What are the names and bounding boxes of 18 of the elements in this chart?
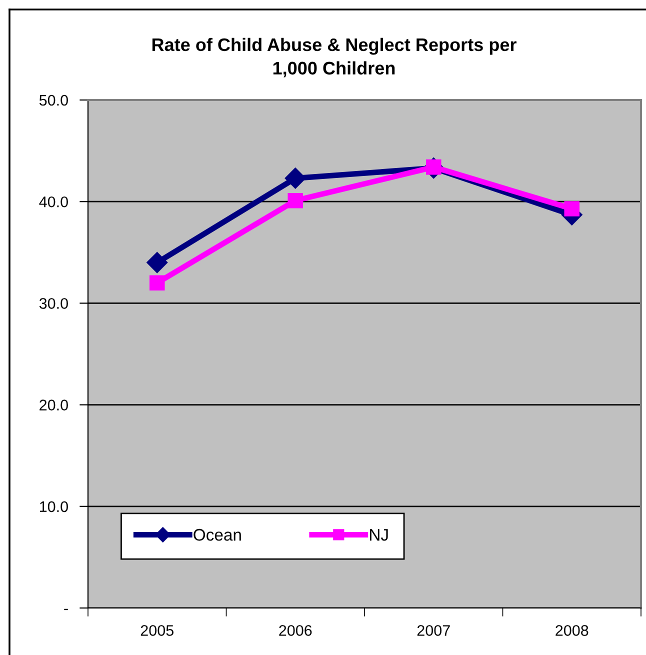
y-tick-label: 20.0 [40, 400, 68, 410]
x-tick-label: 2006 [279, 625, 312, 636]
x-tick-label: 2005 [140, 625, 174, 636]
y-tick-label: 40.0 [39, 196, 68, 208]
legend-label: Ocean [194, 528, 241, 541]
point [146, 252, 168, 274]
x-tick-label: 2007 [417, 625, 450, 636]
chart-title: Rate of Child Abuse & Neglect Reports per 1,000 Children [152, 38, 516, 78]
y-tick-label: - [64, 608, 68, 610]
point [284, 168, 306, 189]
y-tick-label: 50.0 [39, 94, 68, 106]
y-tick-label: 30.0 [39, 298, 68, 309]
y-tick-label: 10.0 [40, 501, 68, 512]
point [564, 201, 580, 216]
point [149, 275, 165, 291]
x-tick-label: 2008 [556, 625, 588, 636]
point [288, 192, 304, 208]
legend-label: NJ [370, 529, 388, 541]
